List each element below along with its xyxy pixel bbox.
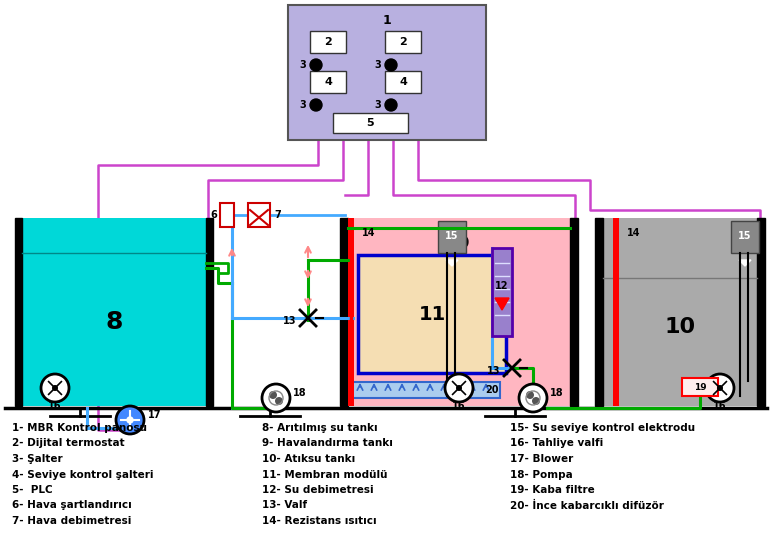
Text: 16- Tahliye valfi: 16- Tahliye valfi [510, 439, 603, 449]
Text: 18: 18 [293, 388, 306, 398]
Text: 13: 13 [486, 366, 500, 376]
Bar [731, 221, 759, 253]
Bar [340, 218, 348, 406]
Text: 19- Kaba filtre: 19- Kaba filtre [510, 485, 594, 495]
Bar [757, 218, 765, 406]
Circle shape [717, 385, 723, 391]
Text: 11- Membran modülü: 11- Membran modülü [262, 469, 388, 480]
Text: 14- Rezistans ısıtıcı: 14- Rezistans ısıtıcı [262, 516, 377, 526]
Bar [595, 218, 603, 406]
Circle shape [706, 374, 734, 402]
Text: 15- Su seviye kontrol elektrodu: 15- Su seviye kontrol elektrodu [510, 423, 695, 433]
Circle shape [385, 99, 397, 111]
Text: 2: 2 [399, 37, 407, 47]
Circle shape [269, 391, 277, 399]
Text: 14: 14 [362, 228, 375, 238]
Bar [310, 71, 346, 93]
Text: 1- MBR Kontrol panosu: 1- MBR Kontrol panosu [12, 423, 147, 433]
Circle shape [310, 59, 322, 71]
Text: 2- Dijital termostat: 2- Dijital termostat [12, 439, 124, 449]
Text: 12: 12 [496, 281, 509, 291]
Circle shape [519, 384, 547, 412]
Text: 20: 20 [486, 385, 499, 395]
Circle shape [262, 384, 290, 412]
Circle shape [445, 374, 473, 402]
Bar [682, 378, 718, 396]
Text: 12- Su debimetresi: 12- Su debimetresi [262, 485, 374, 495]
Text: 6: 6 [210, 210, 217, 220]
Circle shape [52, 385, 58, 391]
Text: 2: 2 [324, 37, 332, 47]
Text: 4- Seviye kontrol şalteri: 4- Seviye kontrol şalteri [12, 469, 154, 480]
Bar [288, 5, 486, 140]
Polygon shape [739, 260, 751, 266]
Bar [385, 31, 421, 53]
Text: 9- Havalandırma tankı: 9- Havalandırma tankı [262, 439, 393, 449]
Text: 4: 4 [399, 77, 407, 87]
Polygon shape [446, 260, 458, 266]
Circle shape [526, 391, 534, 399]
Circle shape [456, 385, 462, 391]
Bar [492, 248, 512, 336]
Circle shape [116, 406, 144, 434]
Text: 16: 16 [48, 401, 62, 411]
Text: 13: 13 [283, 316, 296, 326]
Text: 5: 5 [366, 118, 374, 128]
Circle shape [275, 397, 283, 405]
Text: 10: 10 [665, 317, 696, 337]
Circle shape [127, 417, 133, 423]
Text: 3: 3 [374, 60, 381, 70]
Text: 3: 3 [300, 60, 306, 70]
Bar [206, 218, 213, 406]
Circle shape [532, 397, 540, 405]
Text: 5-  PLC: 5- PLC [12, 485, 52, 495]
Bar [352, 382, 500, 398]
Bar [348, 218, 570, 406]
Text: 3: 3 [300, 100, 306, 110]
Text: 7- Hava debimetresi: 7- Hava debimetresi [12, 516, 131, 526]
Text: 3- Şalter: 3- Şalter [12, 454, 63, 464]
Text: 7: 7 [274, 210, 281, 220]
Circle shape [310, 99, 322, 111]
Bar [310, 31, 346, 53]
Text: 16: 16 [713, 401, 726, 411]
Text: 17: 17 [148, 410, 161, 420]
Bar [570, 218, 578, 406]
Bar [333, 113, 408, 133]
Text: 15: 15 [445, 231, 459, 241]
Text: 11: 11 [418, 305, 445, 324]
Text: 18: 18 [550, 388, 564, 398]
Text: 8- Arıtılmış su tankı: 8- Arıtılmış su tankı [262, 423, 378, 433]
Bar [22, 218, 206, 406]
Text: 8: 8 [105, 310, 123, 334]
Bar [613, 218, 619, 406]
Polygon shape [495, 298, 509, 310]
Text: 4: 4 [324, 77, 332, 87]
Bar [358, 255, 506, 373]
Text: 17- Blower: 17- Blower [510, 454, 574, 464]
Circle shape [41, 374, 69, 402]
Text: 16: 16 [452, 401, 466, 411]
Text: 6- Hava şartlandırıcı: 6- Hava şartlandırıcı [12, 500, 132, 511]
Text: 20- İnce kabarcıklı difüzör: 20- İnce kabarcıklı difüzör [510, 500, 664, 511]
Text: 3: 3 [374, 100, 381, 110]
Text: 13- Valf: 13- Valf [262, 500, 307, 511]
Bar [438, 221, 466, 253]
Text: 15: 15 [738, 231, 752, 241]
Text: 18- Pompa: 18- Pompa [510, 469, 573, 480]
Text: 1: 1 [383, 15, 391, 27]
Bar [15, 218, 22, 406]
Bar [385, 71, 421, 93]
Circle shape [385, 59, 397, 71]
Text: 9: 9 [459, 235, 469, 251]
Bar [220, 203, 234, 227]
Bar [603, 218, 757, 406]
Bar [348, 218, 354, 406]
Text: 14: 14 [627, 228, 641, 238]
Text: 10- Atıksu tankı: 10- Atıksu tankı [262, 454, 355, 464]
Bar [248, 203, 270, 227]
Text: 19: 19 [694, 383, 706, 391]
